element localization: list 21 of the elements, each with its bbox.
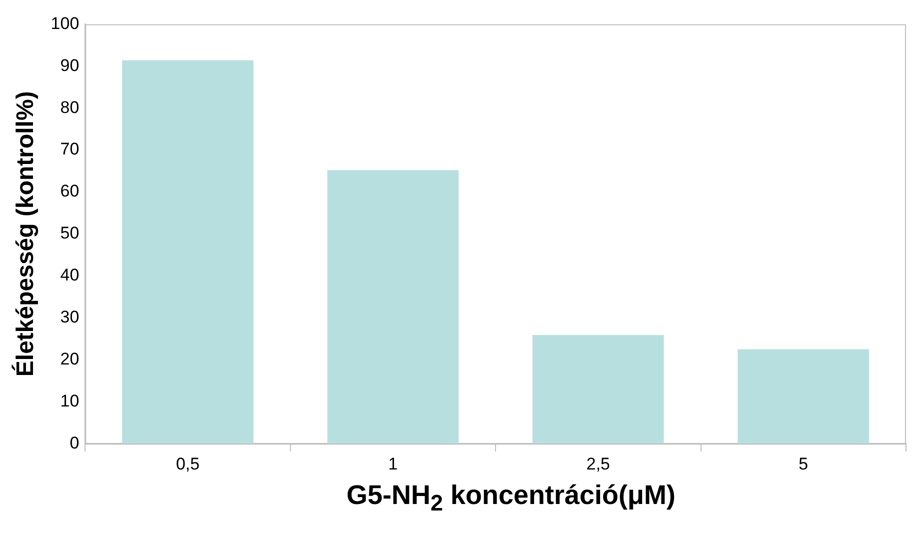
- y-tick-label: 50: [60, 224, 80, 243]
- x-tick-label: 0,5: [176, 454, 200, 474]
- bar: [327, 170, 459, 444]
- y-tick-label: 0: [70, 433, 80, 452]
- y-tick-label: 100: [50, 14, 80, 33]
- y-tick-label: 70: [60, 140, 80, 159]
- y-tick-label: 20: [60, 349, 80, 368]
- y-tick-label: 60: [60, 182, 80, 201]
- x-tick-label: 2,5: [586, 454, 610, 474]
- y-tick-label: 90: [60, 56, 80, 75]
- x-tick-label: 5: [798, 454, 808, 474]
- x-tick-label: 1: [388, 454, 398, 474]
- bar: [122, 60, 254, 444]
- y-tick-label: 10: [60, 391, 80, 410]
- y-tick-label: 40: [60, 266, 80, 285]
- x-axis-title: G5-NH$_{2}$ koncentráció(μM): [345, 480, 677, 516]
- y-tick-label: 30: [60, 307, 80, 326]
- y-axis-title: Életképesség (kontroll%): [11, 91, 40, 377]
- y-tick-label: 80: [60, 98, 80, 117]
- bar: [532, 334, 664, 444]
- bar: [738, 349, 870, 444]
